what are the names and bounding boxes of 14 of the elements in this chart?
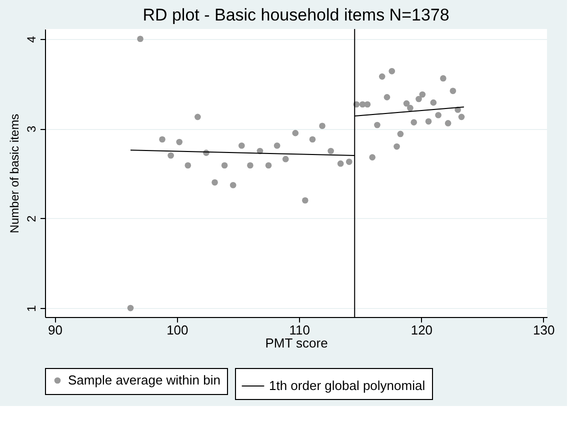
y-tick-label: 1 — [24, 304, 38, 312]
x-tick-label: 120 — [410, 322, 433, 338]
x-tick-label: 130 — [532, 322, 555, 338]
x-tick-label: 100 — [166, 322, 188, 338]
y-tick-label: 2 — [24, 215, 38, 222]
chart-title: RD plot - Basic household items N=1378 — [142, 6, 450, 24]
y-axis-title: Number of basic items — [8, 114, 22, 234]
y-tick-label: 4 — [24, 36, 38, 43]
legend-label: Sample average within bin — [68, 372, 220, 388]
x-tick-label: 110 — [289, 322, 310, 338]
y-tick-label: 3 — [24, 125, 38, 132]
x-tick-label: 90 — [48, 322, 63, 338]
legend-label: 1th order global polynomial — [269, 378, 426, 393]
x-axis-title: PMT score — [265, 336, 328, 350]
